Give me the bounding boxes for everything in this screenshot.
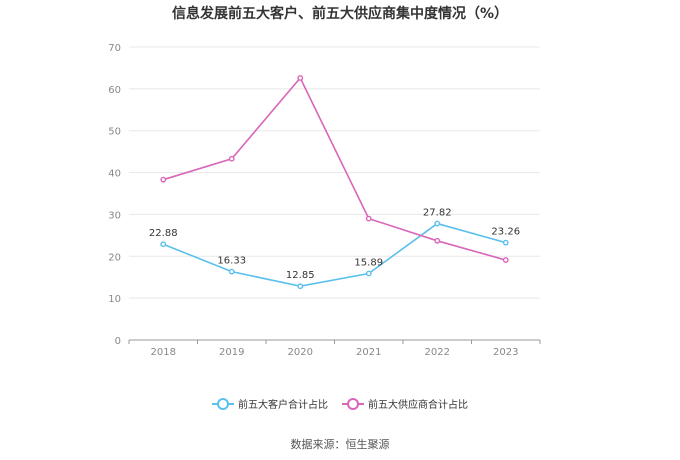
data-labels: 22.88 16.33 12.85 15.89 27.82 23.26 bbox=[149, 208, 520, 282]
legend-label-suppliers: 前五大供应商合计占比 bbox=[368, 400, 468, 411]
x-tick-label: 2019 bbox=[219, 347, 244, 358]
series-0 bbox=[160, 220, 509, 290]
y-tick-label: 10 bbox=[108, 294, 121, 305]
data-label: 27.82 bbox=[423, 208, 452, 219]
legend-item-customers[interactable]: 前五大客户合计占比 bbox=[212, 396, 328, 411]
data-label: 15.89 bbox=[354, 257, 383, 268]
data-point bbox=[228, 268, 235, 275]
y-tick-label: 70 bbox=[108, 43, 121, 54]
series-layer bbox=[160, 75, 509, 290]
data-label: 23.26 bbox=[491, 227, 520, 238]
y-tick-label: 0 bbox=[115, 336, 121, 347]
legend-label-customers: 前五大客户合计占比 bbox=[238, 400, 328, 411]
y-tick-label: 60 bbox=[108, 85, 121, 96]
x-tick-label: 2023 bbox=[493, 347, 518, 358]
data-point bbox=[434, 220, 441, 227]
data-point bbox=[160, 176, 167, 183]
legend-swatch-suppliers-icon bbox=[342, 397, 364, 410]
gridlines bbox=[129, 46, 540, 299]
data-point bbox=[297, 75, 304, 81]
data-label: 22.88 bbox=[149, 228, 178, 239]
data-label: 16.33 bbox=[217, 256, 246, 267]
x-tick-label: 2020 bbox=[288, 347, 313, 358]
data-label: 12.85 bbox=[286, 270, 315, 281]
x-tick-label: 2018 bbox=[151, 347, 176, 358]
series-line bbox=[162, 222, 506, 288]
data-source: 数据来源：恒生聚源 bbox=[290, 438, 390, 451]
legend-swatch-customers-icon bbox=[212, 397, 234, 410]
y-tick-label: 30 bbox=[108, 210, 121, 221]
y-tick-label: 20 bbox=[108, 252, 121, 263]
legend-item-suppliers[interactable]: 前五大供应商合计占比 bbox=[342, 396, 468, 411]
series-line bbox=[163, 76, 506, 261]
data-point bbox=[160, 241, 167, 248]
axes: 0 10 20 30 40 50 60 70 2018 2019 2020 2021 2022 2023 bbox=[108, 43, 541, 358]
x-tick-label: 2022 bbox=[425, 347, 450, 358]
data-point bbox=[297, 283, 304, 290]
data-point bbox=[365, 270, 372, 277]
legend: 前五大客户合计占比 前五大供应商合计占比 bbox=[0, 396, 680, 411]
data-point bbox=[365, 215, 372, 222]
y-tick-label: 50 bbox=[108, 127, 121, 138]
data-point bbox=[502, 257, 509, 263]
y-tick-label: 40 bbox=[108, 169, 121, 180]
data-point bbox=[502, 239, 509, 246]
x-tick-label: 2021 bbox=[356, 347, 381, 358]
data-point bbox=[434, 237, 441, 244]
data-point bbox=[228, 155, 235, 162]
chart-title: 信息发展前五大客户、前五大供应商集中度情况（%） bbox=[171, 6, 509, 22]
series-1 bbox=[160, 75, 509, 263]
